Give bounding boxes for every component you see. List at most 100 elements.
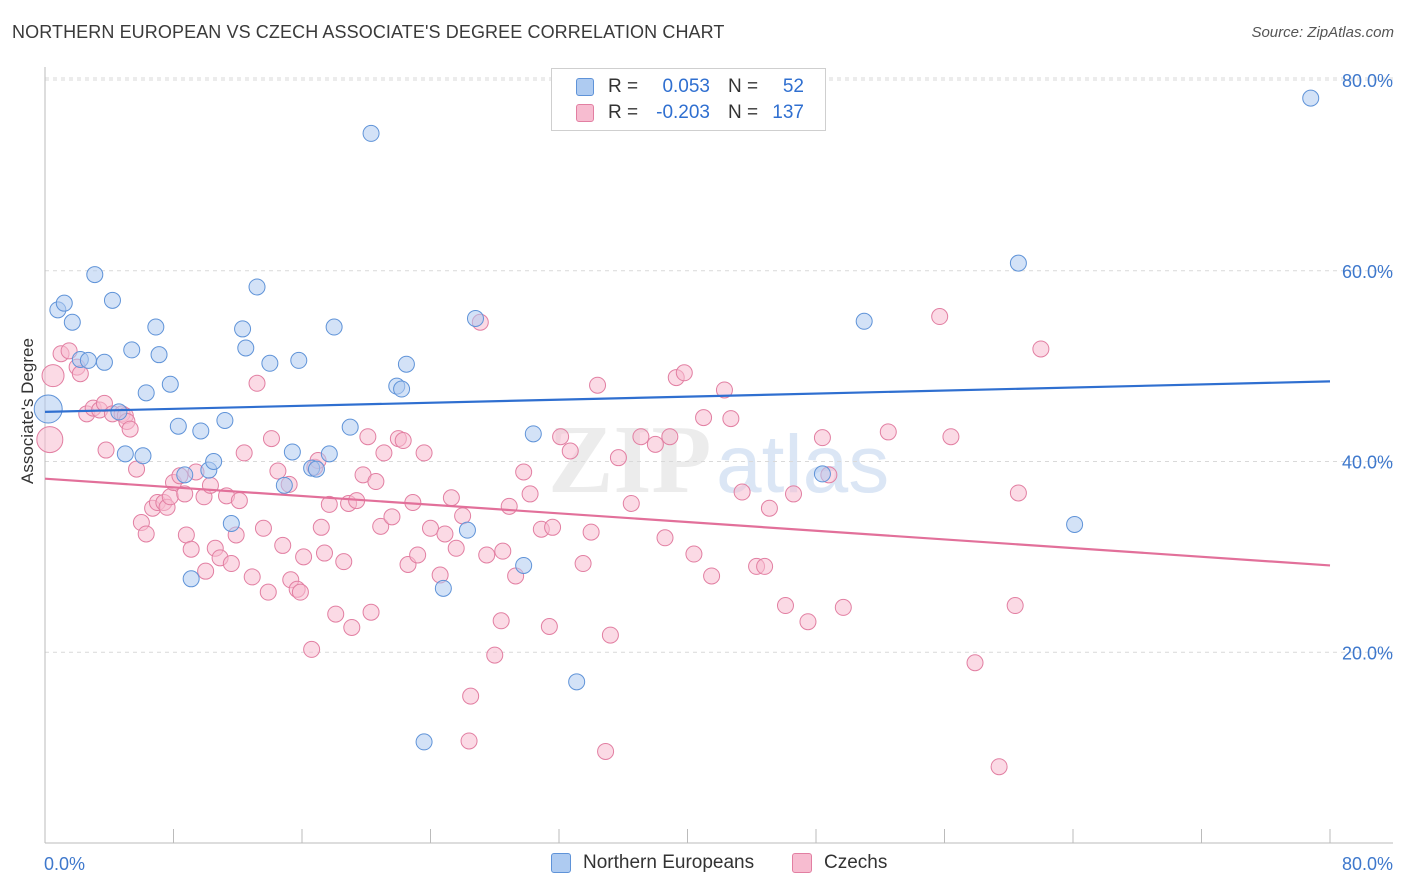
point-northern-european [362,124,380,142]
axes [44,67,1393,844]
point-northern-european [116,445,134,463]
point-czech [177,526,195,544]
point-czech [494,542,512,560]
point-czech [375,444,393,462]
legend-n-label: N = [728,76,759,97]
point-northern-european [261,354,279,372]
point-northern-european [1302,89,1320,107]
point-northern-european [216,411,234,429]
point-northern-european [169,417,187,435]
point-czech [601,626,619,644]
legend-n-value: 52 [782,76,804,97]
point-czech [703,567,721,585]
point-czech [359,428,377,446]
point-czech [597,742,615,760]
point-northern-european [283,443,301,461]
point-czech [733,483,751,501]
point-czech [715,381,733,399]
point-czech [685,545,703,563]
point-northern-european [150,346,168,364]
point-czech [394,432,412,450]
point-czech [295,548,313,566]
point-northern-european [434,579,452,597]
point-czech [161,488,179,506]
legend-item-northern-europeans[interactable]: Northern Europeans [551,852,754,874]
point-northern-european [63,313,81,331]
point-czech [966,654,984,672]
point-czech [303,640,321,658]
point-czech [1009,484,1027,502]
point-czech [291,583,309,601]
point-northern-european [568,673,586,691]
point-czech [462,687,480,705]
point-czech [589,376,607,394]
point-northern-european [1009,254,1027,272]
point-czech [230,492,248,510]
y-axis-label: Associate's Degree [18,338,37,484]
x-tick-label: 0.0% [44,854,85,874]
point-czech [521,485,539,503]
point-czech [259,583,277,601]
point-czech [722,410,740,428]
source-credit: Source: ZipAtlas.com [1251,24,1394,41]
legend-r-label: R = [608,102,639,123]
point-czech [436,525,454,543]
point-czech [197,562,215,580]
chart-title: NORTHERN EUROPEAN VS CZECH ASSOCIATE'S D… [12,22,725,42]
point-czech [646,435,664,453]
legend-row-czechs: R = -0.203 N = 137 [576,101,804,125]
series-legend: Northern Europeans Czechs [0,852,1406,878]
watermark: ZIP atlas [548,406,889,514]
point-czech [561,442,579,460]
point-czech [460,732,478,750]
point-czech [582,523,600,541]
point-czech [121,420,139,438]
point-northern-european [176,466,194,484]
point-czech [409,546,427,564]
point-czech [60,342,78,360]
trend-line-czechs [44,477,1331,567]
point-czech [269,462,287,480]
point-czech [622,494,640,512]
point-northern-european [524,425,542,443]
point-northern-european [855,312,873,330]
point-czech [486,646,504,664]
point-northern-european [147,318,165,336]
point-northern-european [397,355,415,373]
point-czech [254,519,272,537]
point-czech [442,489,460,507]
point-czech [447,539,465,557]
point-czech [320,495,338,513]
point-czech [315,544,333,562]
point-czech [97,441,115,459]
point-northern-european [134,447,152,465]
point-czech [367,473,385,491]
point-northern-european [95,353,113,371]
point-czech [327,605,345,623]
point-northern-european [79,351,97,369]
point-northern-european [415,733,433,751]
legend-r-label: R = [608,76,639,97]
point-northern-european [307,460,325,478]
legend-swatch-northern-europeans [551,853,571,873]
point-czech [760,499,778,517]
point-czech [235,444,253,462]
point-northern-european [290,351,308,369]
point-czech [574,555,592,573]
point-czech [785,485,803,503]
point-northern-european [205,453,223,470]
point-northern-european [515,556,533,574]
point-northern-european [234,320,252,338]
legend-r-value: -0.203 [656,102,710,123]
point-czech [335,553,353,571]
point-czech [454,507,472,525]
point-czech [942,428,960,446]
legend-n-label: N = [728,102,759,123]
point-czech [383,508,401,526]
point-czech [756,557,774,575]
legend-item-czechs[interactable]: Czechs [792,852,887,874]
point-northern-european [110,403,128,421]
point-czech [931,308,949,326]
point-northern-european [341,418,359,436]
point-northern-european [458,521,476,539]
